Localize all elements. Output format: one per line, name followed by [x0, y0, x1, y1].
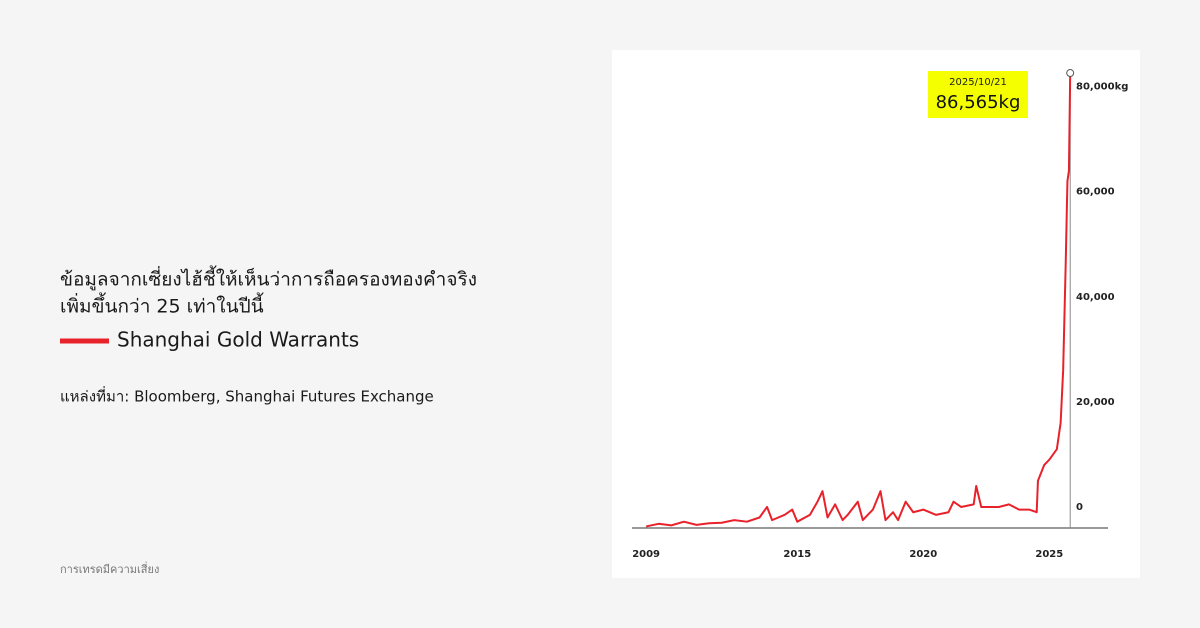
disclaimer: การเทรดมีความเสี่ยง	[60, 561, 159, 576]
x-tick-label: 2015	[783, 549, 811, 560]
y-tick-label: 20,000	[1076, 397, 1115, 408]
series-line	[645, 73, 1072, 528]
y-tick-label: 0	[1076, 502, 1083, 513]
x-tick-label: 2009	[632, 549, 660, 560]
annotation-label: 86,565kg	[936, 92, 1021, 113]
x-tick-label: 2025	[1035, 549, 1063, 560]
annotation-point	[1066, 69, 1075, 78]
y-tick-label: 40,000	[1076, 292, 1115, 303]
x-tick-label: 2020	[909, 549, 937, 560]
annotation-box	[928, 71, 1028, 118]
heading-line: ข้อมูลจากเซี่ยงไฮ้ชี้ให้เห็นว่าการถือครอ…	[60, 266, 477, 291]
y-tick-label: 60,000	[1076, 187, 1115, 198]
legend-label: Shanghai Gold Warrants	[117, 328, 359, 352]
annotation-date: 2025/10/21	[949, 77, 1007, 88]
heading-line: เพิ่มขึ้นกว่า 25 เท่าในปีนี้	[60, 293, 264, 318]
y-tick-label: 80,000kg	[1076, 82, 1128, 93]
source: แหล่งที่มา: Bloomberg, Shanghai Futures …	[60, 386, 434, 406]
chart-panel	[612, 50, 1140, 578]
